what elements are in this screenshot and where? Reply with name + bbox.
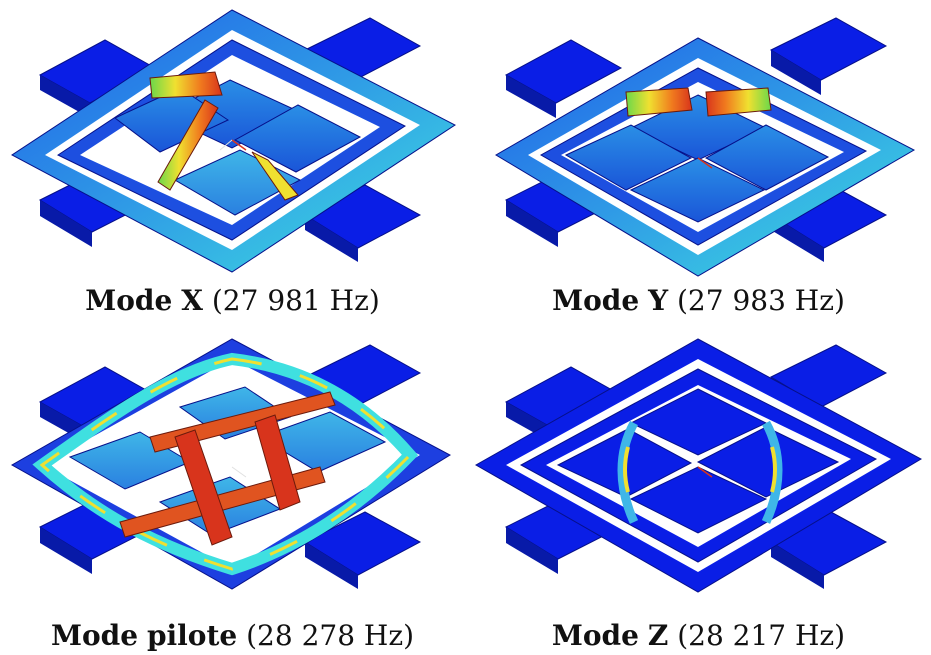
- panel-mode-y: Mode Y (27 983 Hz): [466, 0, 931, 327]
- caption-frequency: (27 981 Hz): [211, 284, 380, 317]
- caption-mode-name: Y: [648, 284, 669, 317]
- deformed-beams: [119, 391, 336, 546]
- caption-mode-name: Z: [647, 619, 669, 652]
- caption-mode-word: Mode: [551, 619, 639, 652]
- proof-masses: [564, 94, 830, 223]
- deformed-beams: [617, 420, 783, 524]
- caption-mode-x: Mode X (27 981 Hz): [0, 284, 465, 317]
- panel-mode-z: Mode Z (28 217 Hz): [466, 327, 931, 654]
- fem-mesh-mode-z: [474, 338, 923, 593]
- caption-mode-y: Mode Y (27 983 Hz): [466, 284, 931, 317]
- panel-mode-x: Mode X (27 981 Hz): [0, 0, 465, 327]
- proof-masses: [556, 388, 840, 534]
- panel-mode-pilote: Mode pilote (28 278 Hz): [0, 327, 465, 654]
- fem-mesh-mode-pilote: [10, 338, 452, 590]
- axis-marker: [697, 466, 713, 478]
- outer-frame: [474, 338, 923, 593]
- axis-marker: [219, 139, 247, 151]
- fem-mesh-mode-y: [495, 17, 916, 277]
- caption-frequency: (28 278 Hz): [246, 619, 415, 652]
- caption-mode-z: Mode Z (28 217 Hz): [466, 619, 931, 652]
- caption-mode-word: Mode: [552, 284, 640, 317]
- deformed-beams: [149, 71, 299, 201]
- axis-marker: [231, 466, 247, 478]
- caption-frequency: (27 983 Hz): [676, 284, 845, 317]
- deformed-beams: [625, 87, 772, 117]
- caption-mode-name: X: [181, 284, 203, 317]
- deformed-frame: [32, 352, 419, 576]
- caption-mode-word: Mode: [85, 284, 173, 317]
- caption-frequency: (28 217 Hz): [677, 619, 846, 652]
- fem-mesh-mode-x: [11, 9, 456, 273]
- axis-marker: [697, 157, 713, 169]
- caption-mode-name: pilote: [146, 619, 238, 652]
- caption-mode-word: Mode: [50, 619, 139, 652]
- caption-mode-pilote: Mode pilote (28 278 Hz): [0, 619, 465, 652]
